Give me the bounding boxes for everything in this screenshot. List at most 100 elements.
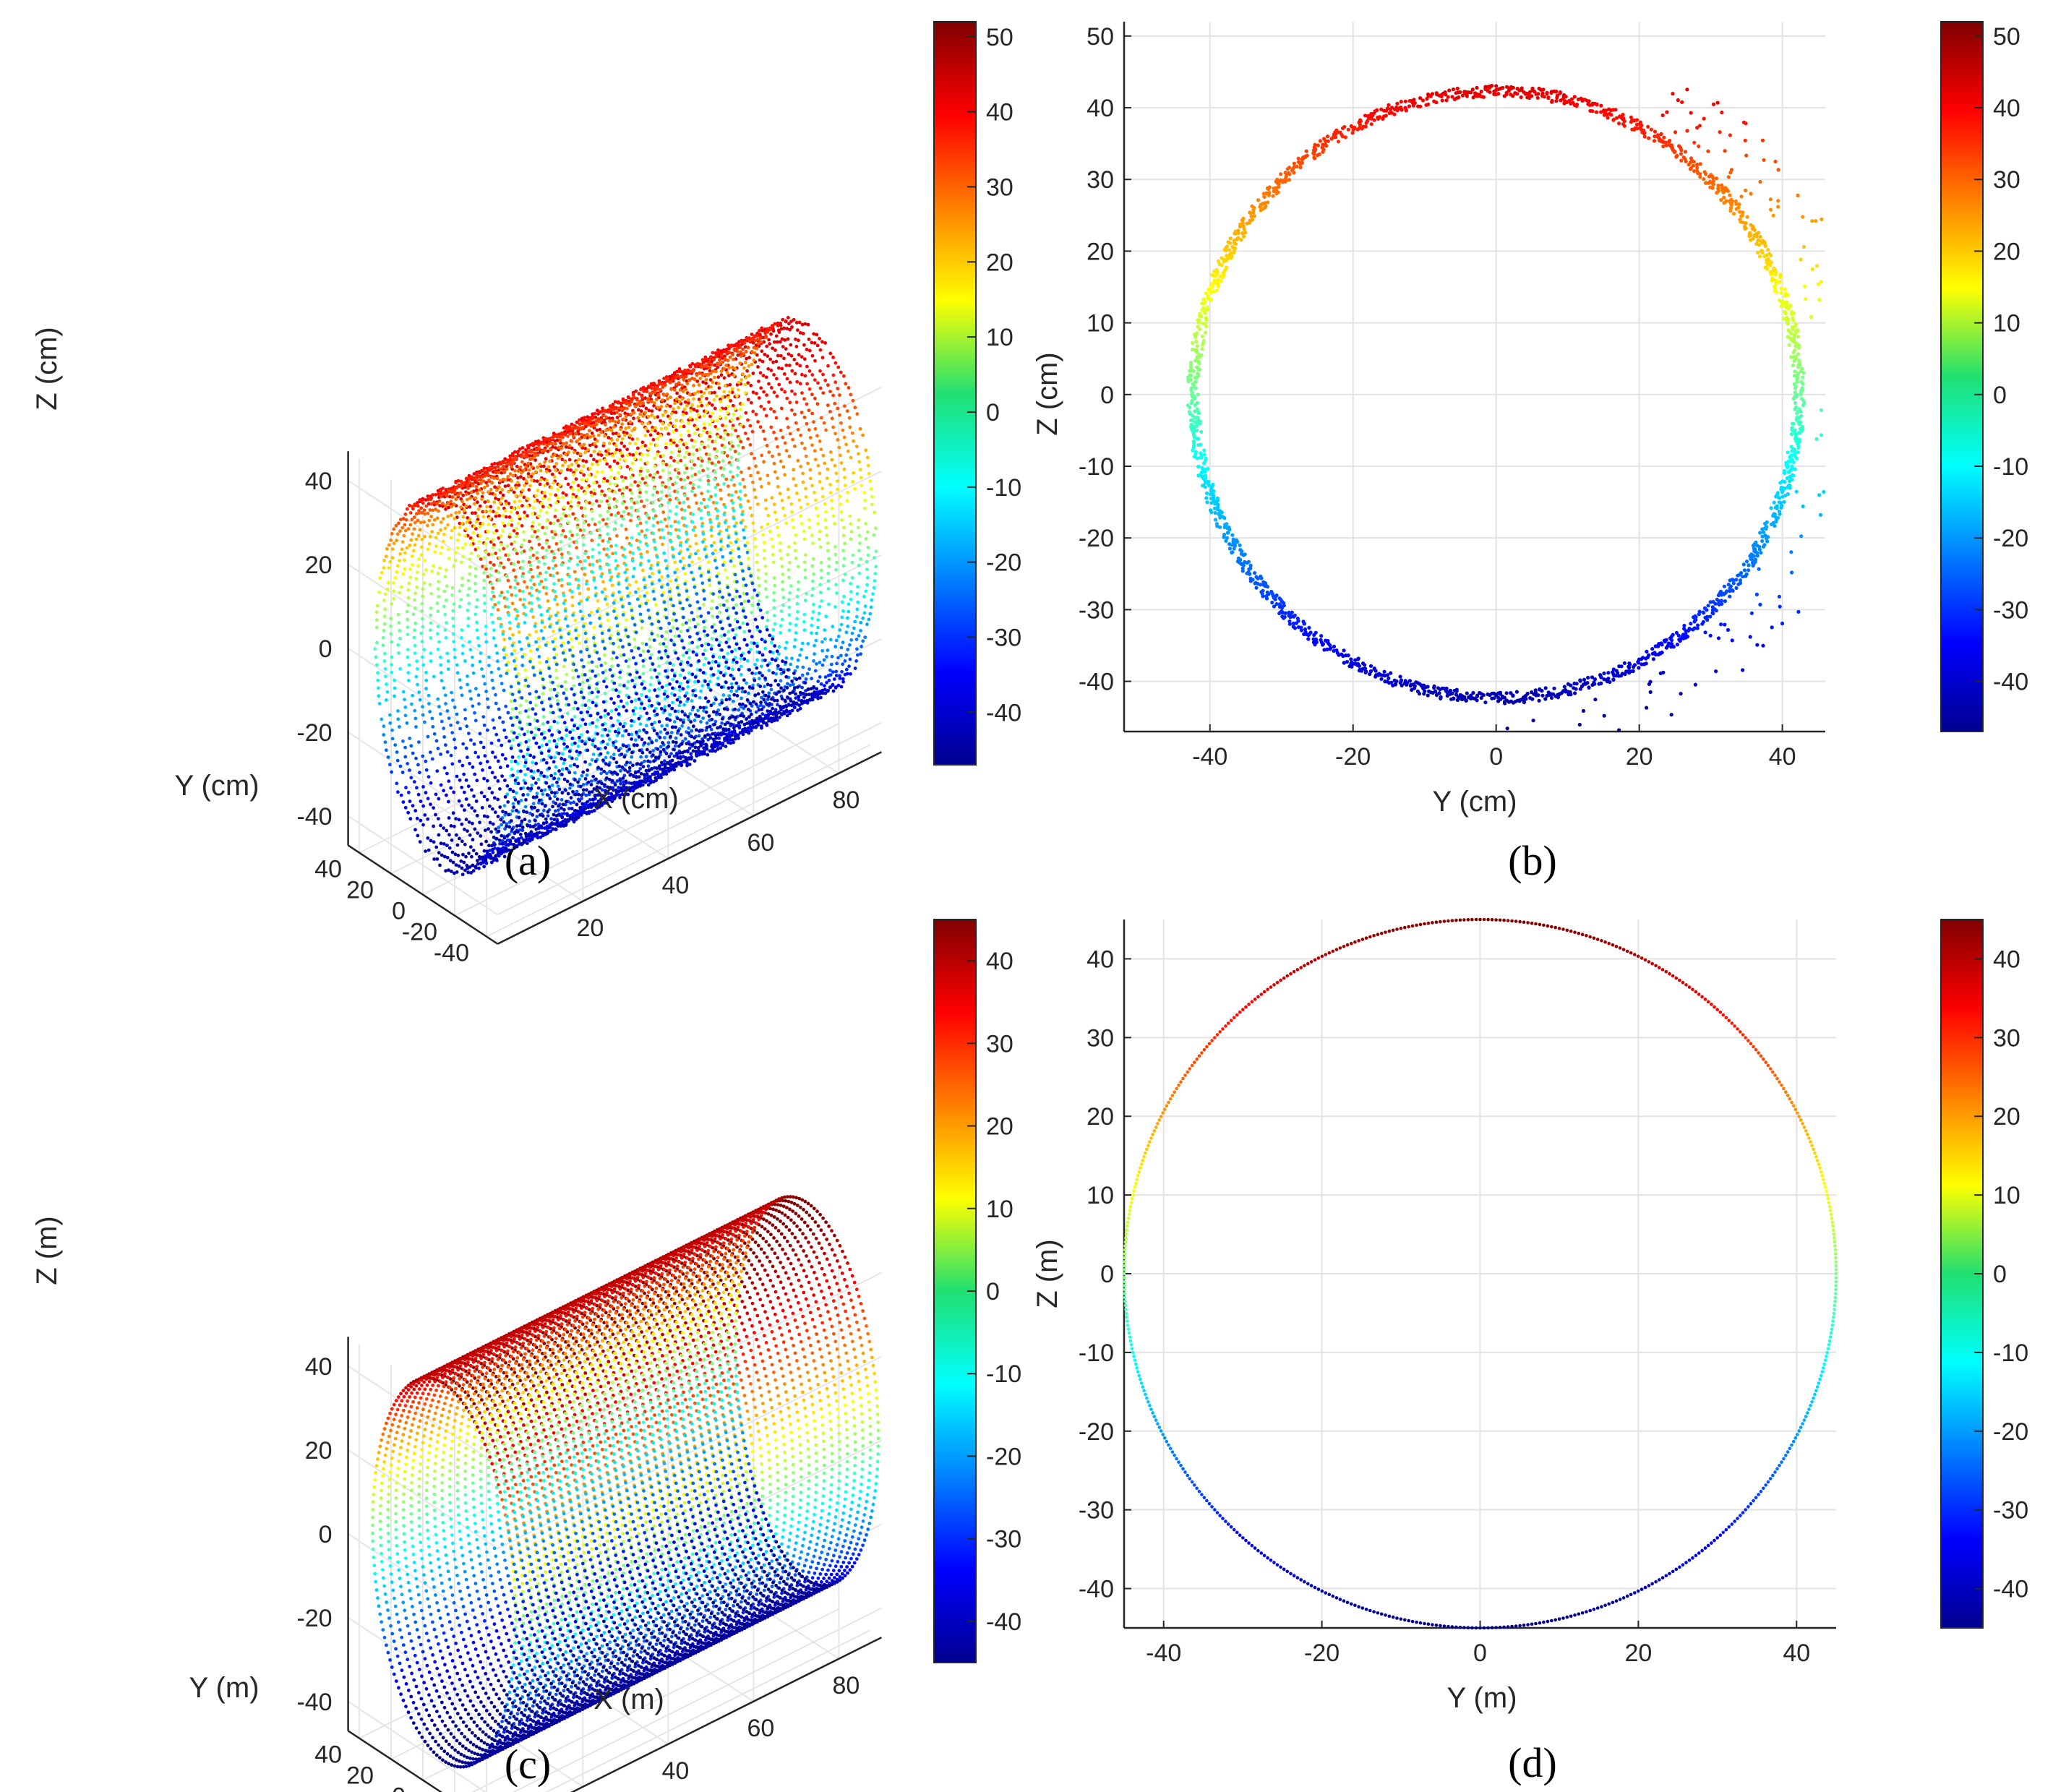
cloud-point <box>567 574 571 578</box>
cloud-point <box>858 468 862 471</box>
cloud-point <box>773 710 778 714</box>
cloud-point <box>706 479 711 483</box>
cloud-point <box>834 567 839 572</box>
cloud-point <box>734 521 739 526</box>
cloud-point <box>670 668 674 672</box>
cloud-point <box>719 497 723 501</box>
cloud-point <box>568 648 572 652</box>
cloud-point <box>598 458 602 463</box>
cloud-point <box>720 721 724 725</box>
cloud-point <box>839 653 843 658</box>
cloud-point <box>760 616 765 620</box>
cloud-point <box>635 762 640 766</box>
cloud-point <box>716 676 720 680</box>
cloud-point <box>736 353 740 357</box>
cloud-point <box>563 609 567 613</box>
cloud-point <box>574 628 578 633</box>
cloud-point <box>682 508 687 513</box>
cloud-point <box>675 373 680 377</box>
cloud-point <box>536 565 540 570</box>
cloud-point <box>760 359 765 364</box>
cloud-point <box>576 586 580 590</box>
cloud-point <box>762 460 766 464</box>
cloud-point <box>803 447 807 450</box>
cloud-point <box>528 539 531 544</box>
cloud-point <box>566 640 570 645</box>
cloud-point <box>583 559 587 563</box>
cloud-point <box>734 660 739 664</box>
cloud-point <box>750 513 754 518</box>
cloud-point <box>788 683 792 687</box>
cloud-point <box>716 365 720 369</box>
cloud-point <box>733 366 737 371</box>
cloud-point <box>616 400 620 405</box>
cloud-point <box>693 364 698 369</box>
cloud-point <box>625 465 630 468</box>
cloud-point <box>695 653 698 657</box>
cloud-point <box>630 649 634 653</box>
cloud-point <box>506 578 510 583</box>
cloud-point <box>552 818 557 822</box>
cloud-point <box>721 349 726 353</box>
cloud-point <box>539 468 543 473</box>
cloud-point <box>807 698 812 702</box>
cloud-point <box>737 466 740 471</box>
cloud-point <box>682 424 686 429</box>
cloud-point <box>630 437 635 441</box>
cloud-point <box>663 759 667 763</box>
cloud-point <box>671 700 674 705</box>
cloud-point <box>805 672 810 676</box>
cloud-point <box>592 481 596 485</box>
cloud-point <box>616 574 620 578</box>
cloud-point <box>659 656 664 660</box>
cloud-point <box>608 570 612 575</box>
cloud-point <box>831 393 835 398</box>
cloud-point <box>775 526 779 530</box>
cloud-point <box>646 649 651 653</box>
cloud-point <box>753 545 758 549</box>
cloud-point <box>624 729 628 733</box>
cloud-point <box>768 529 772 533</box>
cloud-point <box>648 575 652 579</box>
cloud-point <box>614 559 618 562</box>
cloud-point <box>846 625 850 628</box>
cloud-point <box>792 686 797 690</box>
cloud-point <box>612 408 616 411</box>
cloud-point <box>844 382 848 386</box>
cloud-point <box>847 416 852 420</box>
cloud-point <box>710 625 714 629</box>
cloud-point <box>596 766 600 770</box>
cloud-point <box>728 382 732 387</box>
cloud-point <box>697 659 701 663</box>
cloud-point <box>713 369 718 374</box>
cloud-point <box>587 811 591 815</box>
cloud-point <box>573 570 577 574</box>
cloud-point <box>639 387 643 392</box>
cloud-point <box>599 771 603 776</box>
cloud-point <box>748 506 753 510</box>
cloud-point <box>583 491 588 495</box>
cloud-point <box>702 629 706 633</box>
cloud-point <box>635 670 639 674</box>
cloud-point <box>783 441 787 445</box>
cloud-point <box>698 729 701 733</box>
cloud-point <box>703 734 707 738</box>
cloud-point <box>672 438 676 442</box>
cloud-point <box>677 471 681 475</box>
cloud-point <box>578 682 582 687</box>
cloud-point <box>510 542 513 546</box>
cloud-point <box>687 434 691 437</box>
cloud-point <box>716 615 719 619</box>
cloud-point <box>635 743 639 747</box>
cloud-point <box>651 572 654 575</box>
cloud-point <box>600 590 604 594</box>
cloud-point <box>575 789 579 794</box>
cloud-point <box>770 496 774 500</box>
cloud-point <box>672 643 677 647</box>
cloud-point <box>703 547 707 552</box>
cloud-point <box>560 435 565 440</box>
cloud-point <box>716 375 721 380</box>
cloud-point <box>507 557 510 562</box>
cloud-point <box>733 450 737 453</box>
cloud-point <box>744 583 748 588</box>
